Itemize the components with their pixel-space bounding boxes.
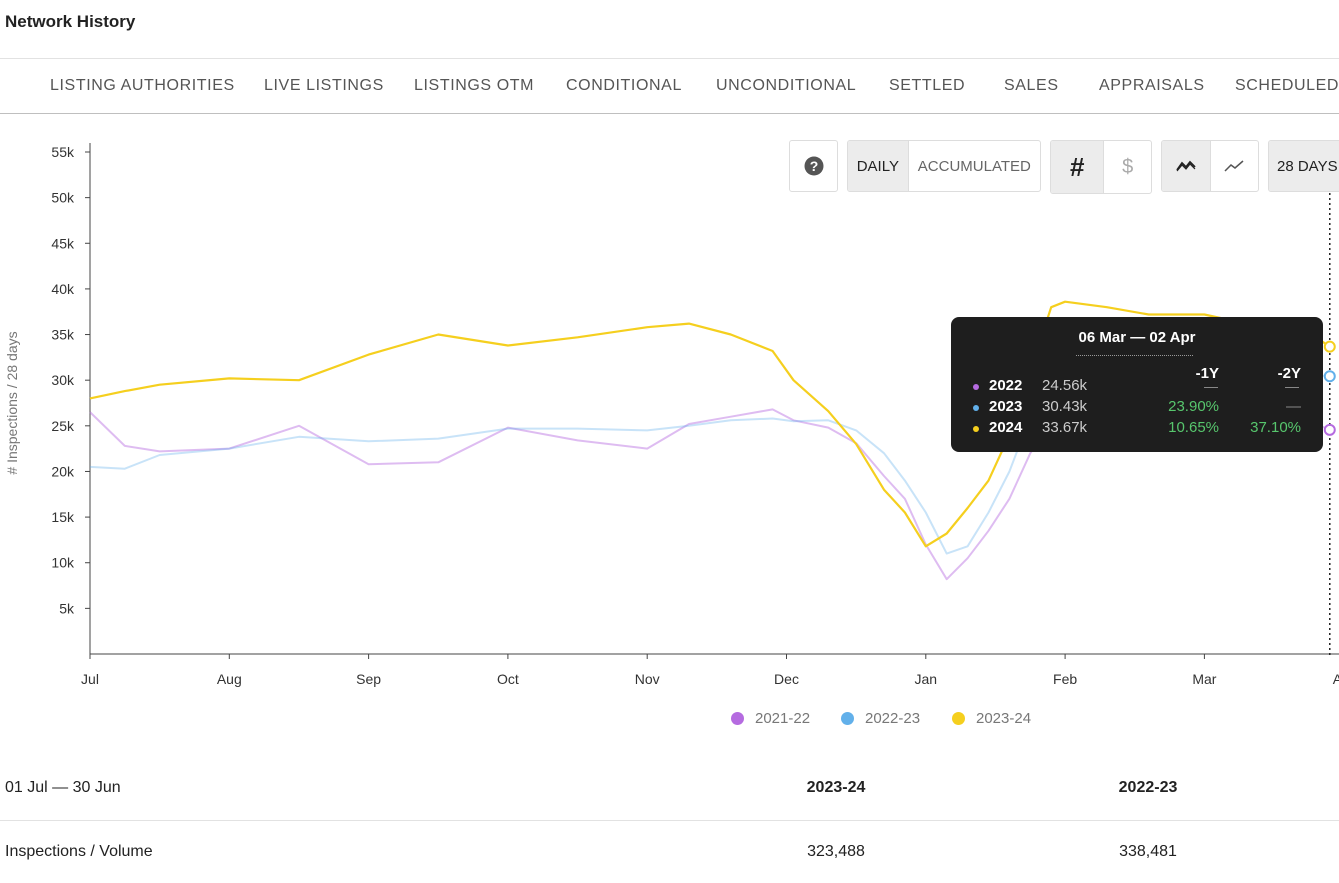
y-tick-label: 25k [51,418,75,434]
tooltip-year: 2024 [989,419,1023,436]
summary-metric-label: Inspections / Volume [5,843,153,860]
legend-item-2022-23[interactable]: 2022-23 [841,710,920,727]
x-tick-label: Sep [356,671,381,687]
tooltip-dot-2022 [973,384,979,390]
tooltip-title: 06 Mar — 02 Apr [1078,329,1196,346]
tab-settled[interactable]: SETTLED [889,77,966,94]
x-tick-label: Jul [81,671,99,687]
x-tick-label: Apr [1333,671,1339,687]
inspections-line-chart: 5k 10k 15k 20k 25k 30k 35k 40k 45k 50k 55k Jul Aug Se… [4,143,1339,687]
period-toggle: 28 DAYS [1268,140,1339,192]
tooltip-change-2y: — [1286,398,1301,415]
tab-conditional[interactable]: CONDITIONAL [566,77,682,94]
y-tick-label: 40k [51,281,75,297]
line-trend-icon[interactable] [1209,141,1259,191]
y-tick-label: 55k [51,144,75,160]
summary-col-2023-24: 2023-24 [806,779,866,796]
tooltip-col-1y-rule [1204,387,1218,388]
tooltip-change-1y: 10.65% [1168,419,1219,436]
series-line-2023-24 [89,300,1331,548]
legend-item-2021-22[interactable]: 2021-22 [731,710,810,727]
tooltip-change-2y: 37.10% [1250,419,1301,436]
legend-label: 2021-22 [755,710,811,727]
x-tick-label: Nov [635,671,660,687]
y-tick-label: 15k [51,509,75,525]
line-style-toggle [1161,140,1259,192]
y-axis-label: # Inspections / 28 days [4,331,20,474]
tooltip-value: 33.67k [1042,419,1088,436]
legend-dot [731,712,744,725]
chart-legend: 2021-22 2022-23 2023-24 [0,710,1339,732]
unit-toggle: # $ [1050,140,1152,194]
tooltip-year: 2022 [989,377,1023,394]
tab-listings-otm[interactable]: LISTINGS OTM [414,77,535,94]
tooltip-value: 24.56k [1042,377,1088,394]
x-tick-label: Feb [1053,671,1077,687]
y-tick-label: 5k [59,600,75,616]
tooltip-dot-2023 [973,405,979,411]
hover-marker-2022-23 [1323,370,1336,383]
y-tick-label: 50k [51,190,75,206]
summary-period-label: 01 Jul — 30 Jun [5,779,121,796]
y-tick-label: 30k [51,372,75,388]
tab-listing-authorities[interactable]: LISTING AUTHORITIES [50,77,235,94]
tooltip-col-2y-rule [1285,387,1299,388]
tab-unconditional[interactable]: UNCONDITIONAL [716,77,857,94]
chart-tooltip: 06 Mar — 02 Apr -1Y -2Y 2022 24.56k 2023… [951,317,1323,452]
mode-toggle: DAILY ACCUMULATED [847,140,1041,192]
tooltip-col-1y: -1Y [1195,365,1219,382]
x-tick-label: Dec [774,671,799,687]
hover-marker-2021-22 [1323,423,1336,436]
legend-label: 2022-23 [865,710,921,727]
tab-live-listings[interactable]: LIVE LISTINGS [264,77,384,94]
x-tick-label: Aug [217,671,242,687]
help-button[interactable]: ? [789,140,838,192]
question-circle-icon: ? [790,141,837,191]
y-tick-label: 10k [51,555,75,571]
hover-marker-2023-24 [1323,340,1336,353]
y-tick-label: 20k [51,463,75,479]
summary-metric-2022-23: 338,481 [1119,843,1177,860]
daily-button[interactable]: DAILY [848,141,908,191]
svg-text:?: ? [809,158,818,174]
tooltip-change-1y: 23.90% [1168,398,1219,415]
tooltip-title-underline [1076,355,1193,356]
dollar-button[interactable]: $ [1103,141,1151,193]
legend-item-2023-24[interactable]: 2023-24 [952,710,1031,727]
x-tick-label: Jan [915,671,938,687]
tooltip-value: 30.43k [1042,398,1088,415]
period-28-days-button[interactable]: 28 DAYS [1269,141,1339,191]
summary-divider [0,820,1339,821]
accumulated-button[interactable]: ACCUMULATED [907,141,1040,191]
tab-scheduled[interactable]: SCHEDULED [1235,77,1339,94]
tooltip-row-2023: 2023 30.43k 23.90% — [951,398,1323,418]
smooth-trend-icon[interactable] [1162,141,1210,191]
tooltip-dot-2024 [973,426,979,432]
summary-col-2022-23: 2022-23 [1118,779,1178,796]
y-tick-label: 35k [51,327,75,343]
tooltip-col-2y: -2Y [1277,365,1301,382]
x-tick-label: Oct [497,671,519,687]
count-button[interactable]: # [1051,141,1104,193]
tab-sales[interactable]: SALES [1004,77,1059,94]
legend-dot [841,712,854,725]
tooltip-row-2024: 2024 33.67k 10.65% 37.10% [951,419,1323,439]
metric-tabs: LISTING AUTHORITIES LIVE LISTINGS LISTIN… [0,58,1339,114]
legend-dot [952,712,965,725]
tab-appraisals[interactable]: APPRAISALS [1099,77,1205,94]
y-tick-label: 45k [51,235,75,251]
tooltip-row-2022: 2022 24.56k [951,377,1323,397]
legend-label: 2023-24 [976,710,1032,727]
summary-metric-2023-24: 323,488 [807,843,865,860]
x-tick-label: Mar [1192,671,1216,687]
tooltip-year: 2023 [989,398,1023,415]
page-title: Network History [5,12,136,31]
